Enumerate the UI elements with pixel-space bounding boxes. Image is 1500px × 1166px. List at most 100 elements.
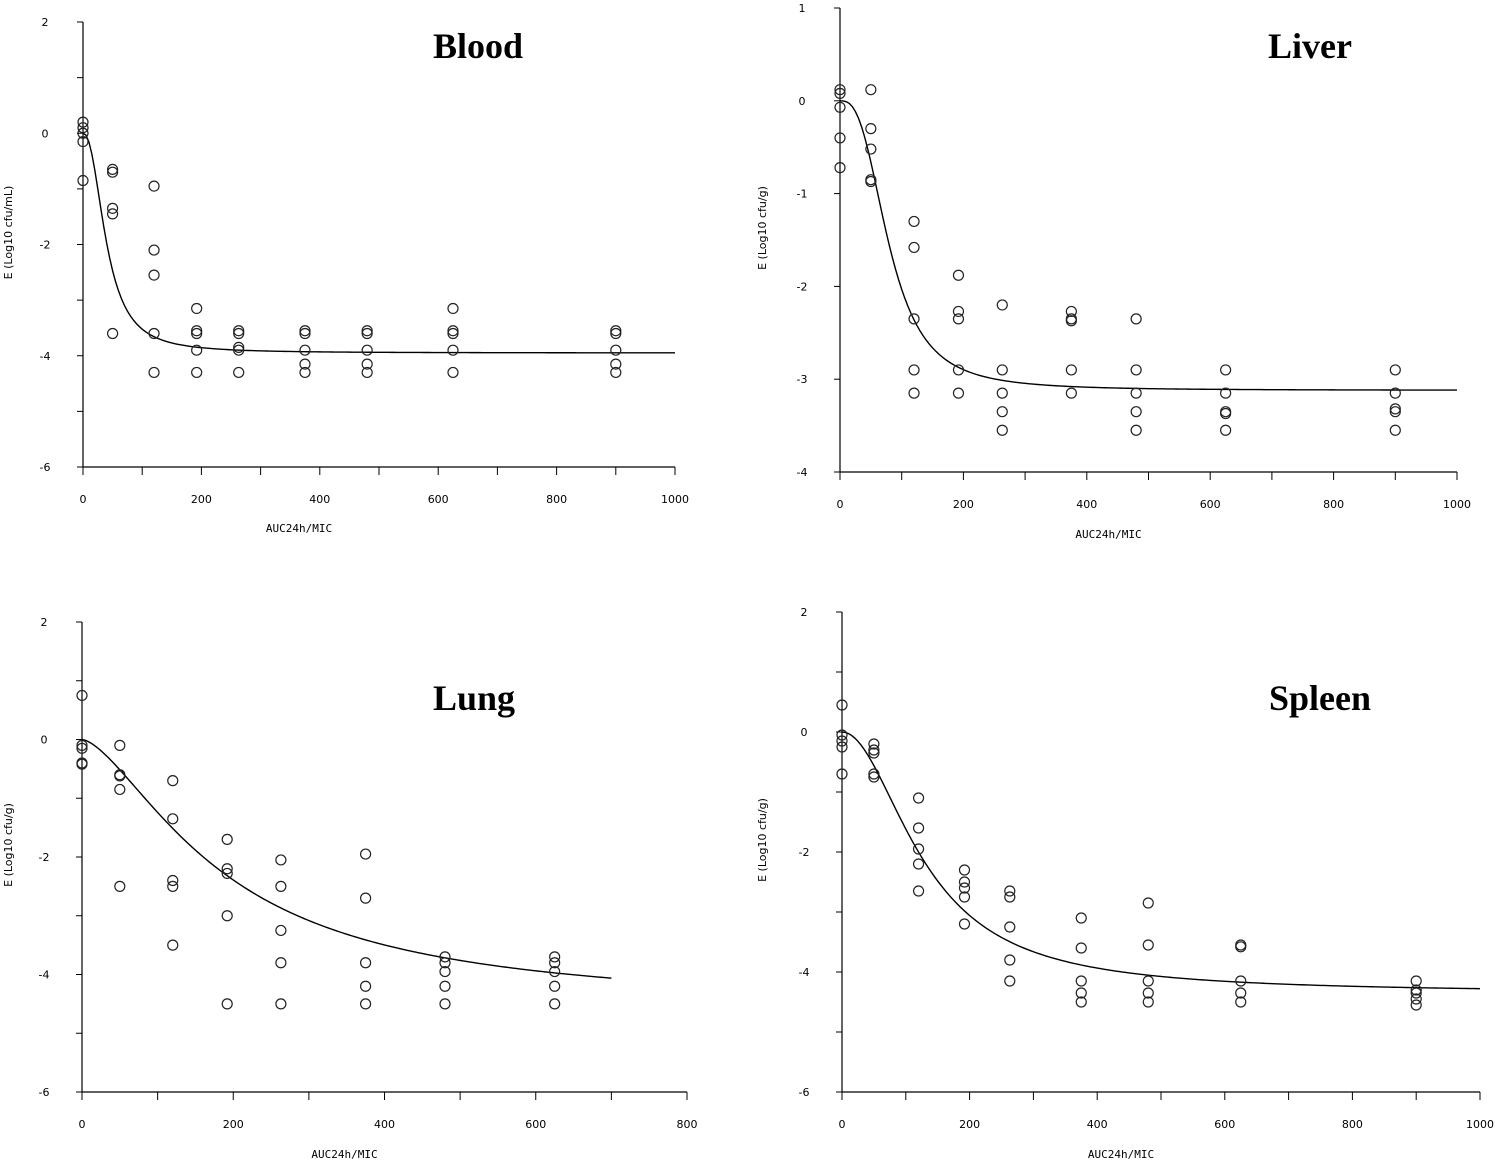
data-point <box>868 744 880 756</box>
data-point <box>1075 942 1087 954</box>
data-point <box>1410 999 1422 1011</box>
data-point <box>958 864 971 876</box>
data-point <box>1410 987 1422 999</box>
data-point <box>958 891 971 903</box>
data-point <box>167 775 179 787</box>
y-tick-label: -2 <box>799 846 810 859</box>
data-point <box>958 876 971 888</box>
data-point <box>865 123 877 135</box>
x-tick-label: 0 <box>839 1118 846 1131</box>
data-point <box>836 699 848 711</box>
data-point <box>191 344 203 356</box>
y-axis-label: E (Log10 cfu/g) <box>2 803 15 887</box>
data-point <box>361 366 373 379</box>
data-point <box>1004 885 1016 897</box>
data-point <box>76 742 88 754</box>
data-point <box>447 325 459 337</box>
x-axis-label: AUC24h/MIC <box>1075 528 1141 541</box>
data-point <box>359 848 372 860</box>
data-point <box>1389 406 1401 418</box>
data-point <box>221 863 233 875</box>
data-point <box>77 174 89 187</box>
data-point <box>1235 987 1247 999</box>
data-point <box>1004 975 1016 987</box>
data-point <box>1389 364 1401 376</box>
y-tick-label: -1 <box>797 188 808 201</box>
data-point <box>1410 993 1422 1005</box>
data-point <box>549 965 561 978</box>
data-point <box>1142 996 1154 1008</box>
x-tick-label: 0 <box>837 498 844 511</box>
data-point <box>191 302 203 315</box>
y-tick-label: 0 <box>801 726 808 739</box>
data-point <box>610 366 622 379</box>
data-point <box>148 366 160 379</box>
x-tick-label: 200 <box>959 1118 980 1131</box>
data-point <box>912 843 925 855</box>
y-tick-label: -2 <box>797 280 808 293</box>
data-point <box>114 770 126 782</box>
data-point <box>148 180 160 192</box>
data-point <box>439 980 451 992</box>
data-point <box>1065 387 1077 399</box>
data-point <box>275 854 287 866</box>
data-point <box>77 122 89 134</box>
data-point <box>1075 987 1087 999</box>
data-point <box>77 116 89 128</box>
y-tick-label: 2 <box>41 616 48 629</box>
data-point <box>996 364 1008 376</box>
chart-title: Lung <box>433 678 515 718</box>
fit-curve <box>81 738 612 979</box>
data-point <box>1220 424 1232 436</box>
data-point <box>148 327 160 340</box>
data-point <box>439 951 451 963</box>
data-point <box>359 998 372 1010</box>
data-point <box>908 241 920 254</box>
data-point <box>865 84 877 96</box>
y-tick-label: -6 <box>799 1086 810 1099</box>
data-point <box>233 366 245 379</box>
x-tick-label: 200 <box>953 498 974 511</box>
data-point <box>233 344 245 356</box>
y-tick-label: -2 <box>40 239 51 252</box>
data-point <box>836 768 848 780</box>
x-tick-label: 200 <box>223 1118 244 1131</box>
data-point <box>1142 987 1154 999</box>
data-point <box>361 344 373 356</box>
data-point <box>868 738 880 750</box>
panel-lung: 0 200 400 600 800 -6 -4 -2 0 2 Lung AUC24h/MIC E (Lo… <box>2 616 698 1161</box>
x-tick-label: 800 <box>1323 498 1344 511</box>
data-point <box>952 269 965 281</box>
data-point <box>834 132 846 144</box>
y-tick-label: -3 <box>797 373 808 386</box>
data-point <box>299 366 311 379</box>
data-point <box>868 768 880 780</box>
x-tick-label: 800 <box>677 1118 698 1131</box>
data-point <box>996 406 1008 418</box>
data-point <box>106 163 119 176</box>
data-point <box>106 327 119 340</box>
data-point <box>1130 406 1142 418</box>
data-point <box>908 364 920 376</box>
chart-title: Blood <box>433 26 523 66</box>
data-point <box>1142 939 1154 951</box>
data-point <box>275 924 287 937</box>
data-point <box>359 957 372 969</box>
data-point <box>221 910 233 922</box>
data-point <box>167 813 179 825</box>
data-point <box>610 358 622 370</box>
chart-title: Liver <box>1268 26 1352 66</box>
data-point <box>1235 996 1247 1008</box>
data-point <box>1410 975 1422 987</box>
panel-liver: 0 200 400 600 800 1000 -4 -3 -2 -1 0 1 Liver AUC24h/M… <box>756 2 1471 541</box>
data-point <box>275 998 287 1010</box>
data-point <box>1130 313 1142 325</box>
data-point <box>952 313 965 325</box>
data-point <box>359 980 372 992</box>
data-point <box>610 344 622 356</box>
data-point <box>836 729 848 741</box>
data-point <box>439 998 451 1010</box>
data-point <box>1220 364 1232 376</box>
data-point <box>447 327 459 340</box>
data-point <box>233 341 245 354</box>
